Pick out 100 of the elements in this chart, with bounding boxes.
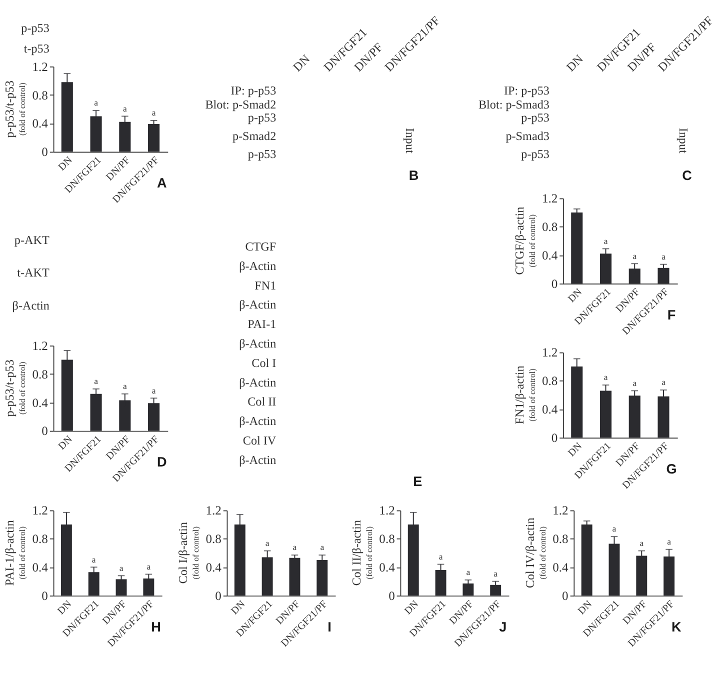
bar [116,579,127,596]
data-label: a [494,568,498,579]
y-tick-label: 0.4 [542,402,558,417]
text: J [499,619,507,634]
text: CTGF [245,240,276,254]
bar [490,584,502,596]
data-label: a [122,103,127,114]
text: β-Actin [239,258,276,273]
bar [148,124,160,152]
bar [462,583,474,596]
text: D [156,454,167,470]
text: p-Smad2 [232,128,276,143]
data-label: a [466,567,470,578]
text: β-Actin [239,452,276,467]
text: Input [676,128,690,154]
y-tick-label: 0.8 [552,532,568,546]
bar [571,212,583,284]
text: β-Actin [239,298,276,312]
data-label: a [640,538,644,548]
y-tick-label: 0 [388,588,395,603]
text: p-p53 [248,147,276,162]
text: Input [403,128,418,154]
text: Col IV [242,433,276,448]
data-label: a [667,536,672,547]
y-tick-label: 0 [215,588,222,603]
y-tick-label: 1.2 [552,504,568,518]
y-tick-label: 1.2 [32,504,48,518]
text: p-AKT [14,232,50,247]
y-tick-label: 0.4 [206,560,222,574]
y-tick-label: 0.8 [206,532,222,546]
y-tick-label: 0.4 [32,396,49,410]
y-tick-label: 0.8 [379,532,395,546]
text: t-AKT [17,266,50,280]
text: Col I [252,356,276,370]
data-label: a [292,542,297,552]
text: p-Smad3 [506,128,550,143]
y-tick-label: 0.4 [32,116,49,131]
category-label: DN [290,52,313,74]
data-label: a [320,542,324,552]
text: PAI-1 [248,317,276,332]
y-tick-label: 1.2 [379,504,395,518]
text: β-Actin [239,375,276,390]
text: t-p53 [24,41,50,56]
y-tick-label: 0.4 [32,560,49,574]
y-tick-label: 1.2 [542,346,558,360]
data-label: a [632,378,637,388]
data-label: a [662,252,666,262]
text: H [151,619,161,634]
text: p-p53 [521,110,550,125]
bar [90,394,102,431]
text: β-Actin [239,336,276,350]
y-tick-label: 0.8 [542,374,558,388]
text: Col II [248,394,276,409]
y-tick-label: 0.4 [542,248,558,262]
text: G [666,461,677,476]
bar [636,556,648,596]
data-label: a [604,236,608,246]
y-tick-label: 1.2 [32,60,48,74]
y-tick-label: 0.8 [32,367,48,382]
y-tick-label: 0 [551,276,558,291]
data-label: a [92,554,96,564]
data-label: a [438,551,443,562]
y-tick-label: 1.2 [542,192,558,206]
y-tick-label: 1.2 [206,504,222,518]
text: p-p53 [21,21,50,36]
y-tick-label: 0.4 [552,560,570,574]
data-label: a [152,108,156,118]
data-label: a [94,376,98,386]
text: B [408,168,419,183]
data-label: a [265,538,270,548]
text: C [682,168,692,183]
category-label: DN [564,52,586,74]
y-tick-label: 0.8 [32,532,48,546]
data-label: a [152,385,156,396]
data-label: a [662,377,666,388]
data-label: a [122,381,127,392]
y-tick-label: 0.8 [32,88,48,102]
data-label: a [632,250,637,261]
text: β-Actin [12,298,50,313]
data-label: a [94,98,98,108]
data-label: a [612,524,616,534]
bar [143,578,154,596]
y-tick-label: 0.8 [542,220,558,234]
data-label: a [604,372,608,382]
text: p-p53 [248,110,276,125]
data-label: a [119,562,124,573]
text: I [328,619,332,634]
text: FN1 [254,278,276,292]
y-tick-label: 0.4 [379,560,396,574]
bar [658,268,670,284]
y-tick-label: 1.2 [32,338,48,353]
y-tick-label: 0 [551,430,558,445]
text: K [671,619,682,634]
y-tick-label: 0 [42,145,48,160]
text: F [667,307,676,322]
text: A [156,176,167,191]
data-label: a [146,561,151,572]
text: p-p53 [521,147,550,162]
text: E [413,474,422,490]
y-tick-label: 0 [562,588,568,603]
